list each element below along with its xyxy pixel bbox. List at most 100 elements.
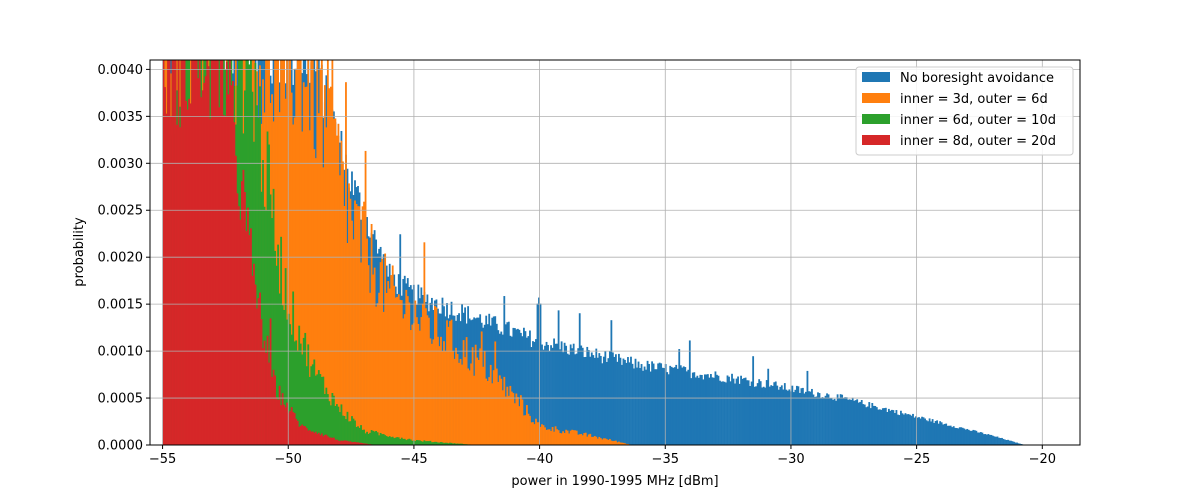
histogram-bar	[860, 400, 863, 445]
histogram-bar	[352, 441, 355, 445]
histogram-bar	[363, 429, 365, 445]
histogram-bar	[616, 361, 619, 445]
histogram-bar	[459, 358, 462, 445]
histogram-bar	[854, 400, 857, 445]
x-tick-label: −20	[1029, 452, 1056, 467]
histogram-bar	[305, 366, 308, 445]
histogram-bar	[551, 426, 554, 445]
legend-swatch	[862, 114, 890, 124]
histogram-bar	[225, 61, 228, 445]
histogram-bar	[526, 405, 528, 445]
histogram-bar	[420, 441, 423, 445]
histogram-bar	[269, 318, 272, 445]
histogram-bar	[586, 436, 589, 445]
histogram-bar	[352, 418, 355, 445]
histogram-bar	[283, 309, 286, 445]
histogram-bar	[694, 377, 697, 445]
histogram-bar	[251, 275, 254, 445]
histogram-bar	[394, 437, 397, 445]
histogram-bar	[334, 439, 337, 445]
histogram-bar	[779, 386, 782, 445]
histogram-bar	[770, 385, 773, 445]
histogram-bar	[262, 348, 264, 445]
histogram-bar	[305, 428, 308, 445]
histogram-bar	[393, 438, 396, 445]
histogram-bar	[283, 404, 286, 445]
histogram-bar	[332, 118, 335, 445]
histogram-bar	[955, 428, 958, 445]
histogram-bar	[906, 414, 908, 445]
histogram-bar	[670, 366, 673, 445]
histogram-bar	[961, 427, 964, 445]
histogram-bar	[565, 345, 568, 445]
histogram-bar	[503, 376, 506, 445]
histogram-bar	[331, 393, 334, 445]
histogram-bar	[541, 344, 543, 445]
histogram-bar	[396, 437, 399, 445]
histogram-bar	[985, 434, 988, 445]
histogram-bar	[566, 430, 569, 445]
histogram-bar	[592, 436, 595, 445]
histogram-bar	[355, 442, 358, 445]
histogram-bar	[737, 376, 739, 445]
histogram-bar	[871, 402, 874, 445]
legend-entry-1: inner = 3d, outer = 6d	[862, 92, 1048, 107]
legend-box	[855, 66, 1074, 156]
y-tick-label: 0.0005	[98, 392, 144, 407]
histogram-bar	[996, 436, 999, 445]
histogram-bar	[616, 442, 619, 445]
histogram-bar	[602, 438, 605, 445]
histogram-bar	[729, 381, 732, 445]
histogram-bar	[995, 436, 997, 445]
histogram-bar	[357, 426, 359, 445]
histogram-bar	[613, 356, 616, 445]
histogram-bar	[530, 422, 533, 445]
legend-swatch	[862, 93, 890, 103]
histogram-bar	[937, 423, 940, 445]
histogram-bar	[881, 408, 884, 445]
histogram-bar	[666, 372, 669, 445]
histogram-bar	[562, 431, 565, 445]
histogram-bar	[195, 60, 198, 445]
histogram-bar	[904, 413, 907, 445]
histogram-bar	[434, 441, 436, 445]
histogram-bar	[512, 393, 515, 445]
histogram-bar	[357, 442, 359, 445]
histogram-bar	[734, 383, 736, 445]
histogram-bar	[605, 439, 608, 445]
histogram-bar	[571, 429, 574, 445]
histogram-bar	[409, 439, 412, 445]
histogram-bar	[924, 418, 926, 445]
x-tick-label: −55	[149, 452, 176, 467]
histogram-bar	[440, 336, 442, 445]
histogram-bar	[186, 109, 189, 445]
histogram-bar	[379, 432, 382, 445]
histogram-bar	[963, 428, 966, 445]
histogram-bar	[809, 391, 812, 445]
histogram-bar	[302, 425, 305, 445]
histogram-bar	[803, 393, 806, 445]
histogram-bar	[702, 379, 705, 445]
histogram-bar	[313, 149, 316, 445]
histogram-bar	[424, 308, 427, 445]
histogram-bar	[800, 388, 803, 445]
histogram-bar	[260, 319, 263, 445]
histogram-bar	[527, 413, 530, 445]
histogram-bar	[610, 320, 613, 445]
histogram-bar	[369, 432, 371, 445]
histogram-bar	[314, 158, 317, 445]
histogram-bar	[429, 338, 432, 445]
histogram-bar	[317, 370, 320, 445]
histogram-bar	[440, 442, 442, 445]
histogram-bar	[839, 394, 842, 445]
histogram-bar	[527, 336, 530, 445]
histogram-bar	[875, 407, 878, 445]
histogram-bar	[501, 334, 504, 445]
histogram-bar	[278, 112, 281, 445]
histogram-bar	[427, 317, 430, 445]
histogram-bar	[384, 253, 387, 445]
histogram-bar	[355, 203, 358, 445]
histogram-bar	[922, 417, 925, 445]
histogram-bar	[847, 399, 850, 445]
histogram-bar	[710, 374, 712, 445]
